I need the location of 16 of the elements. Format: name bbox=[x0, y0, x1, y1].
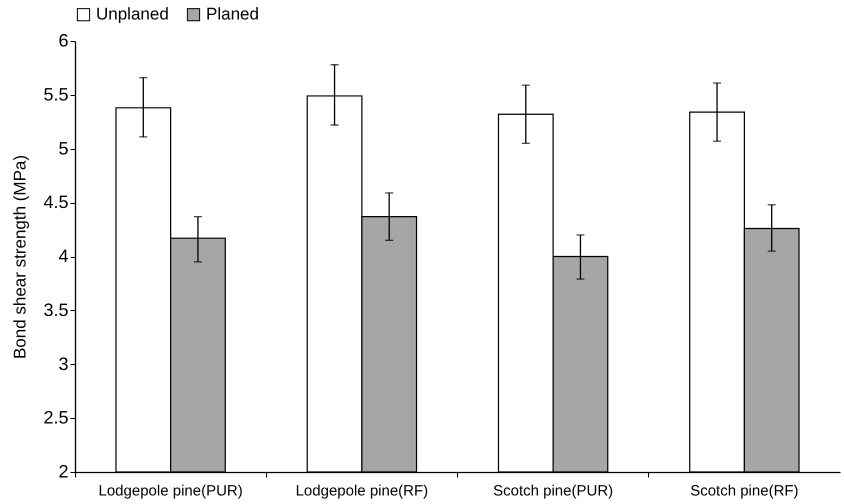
x-tick-label: Scotch pine(PUR) bbox=[493, 482, 614, 500]
x-tick-label: Lodgepole pine(RF) bbox=[296, 482, 428, 500]
y-tick-label: 4.5 bbox=[43, 192, 68, 212]
legend-label: Unplaned bbox=[96, 4, 169, 24]
y-tick-label: 5 bbox=[58, 138, 68, 158]
x-tick-label: Lodgepole pine(PUR) bbox=[98, 482, 243, 500]
y-tick-label: 3.5 bbox=[43, 300, 68, 320]
y-tick-label: 2.5 bbox=[43, 408, 68, 428]
y-tick-label: 6 bbox=[58, 30, 68, 50]
y-tick-label: 2 bbox=[58, 462, 68, 482]
y-tick-label: 4 bbox=[58, 246, 68, 266]
y-tick-label: 3 bbox=[58, 354, 68, 374]
legend-label: Planed bbox=[206, 4, 259, 24]
x-tick-label: Scotch pine(RF) bbox=[690, 482, 799, 500]
y-axis-title: Bond shear strength (MPa) bbox=[10, 154, 30, 360]
y-tick-label: 5.5 bbox=[43, 84, 68, 104]
